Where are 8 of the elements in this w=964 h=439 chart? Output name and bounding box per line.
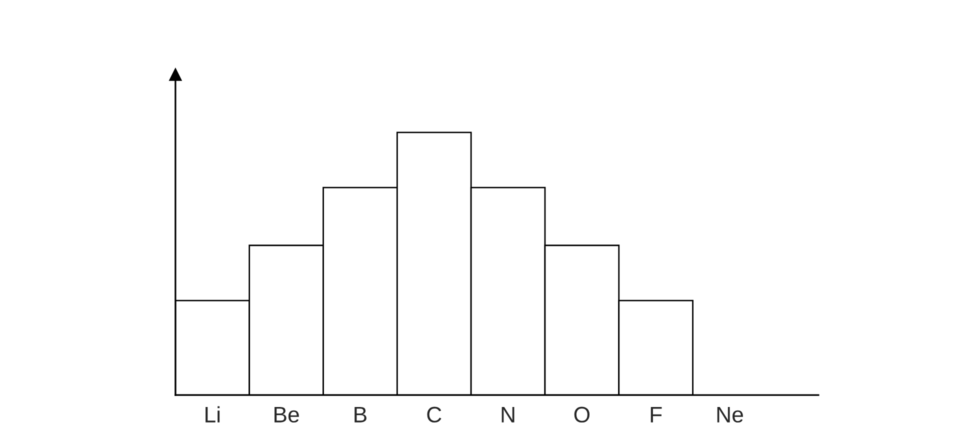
- x-tick-label: N: [502, 407, 514, 422]
- x-tick-label: Be: [274, 407, 299, 423]
- x-tick-label: Ne: [717, 407, 743, 423]
- x-tick-label: C: [427, 406, 442, 423]
- x-tick-label: Li: [206, 406, 220, 422]
- x-tick-label: O: [574, 406, 590, 423]
- x-tick-label: B: [354, 407, 366, 422]
- x-tick-label: F: [650, 407, 662, 422]
